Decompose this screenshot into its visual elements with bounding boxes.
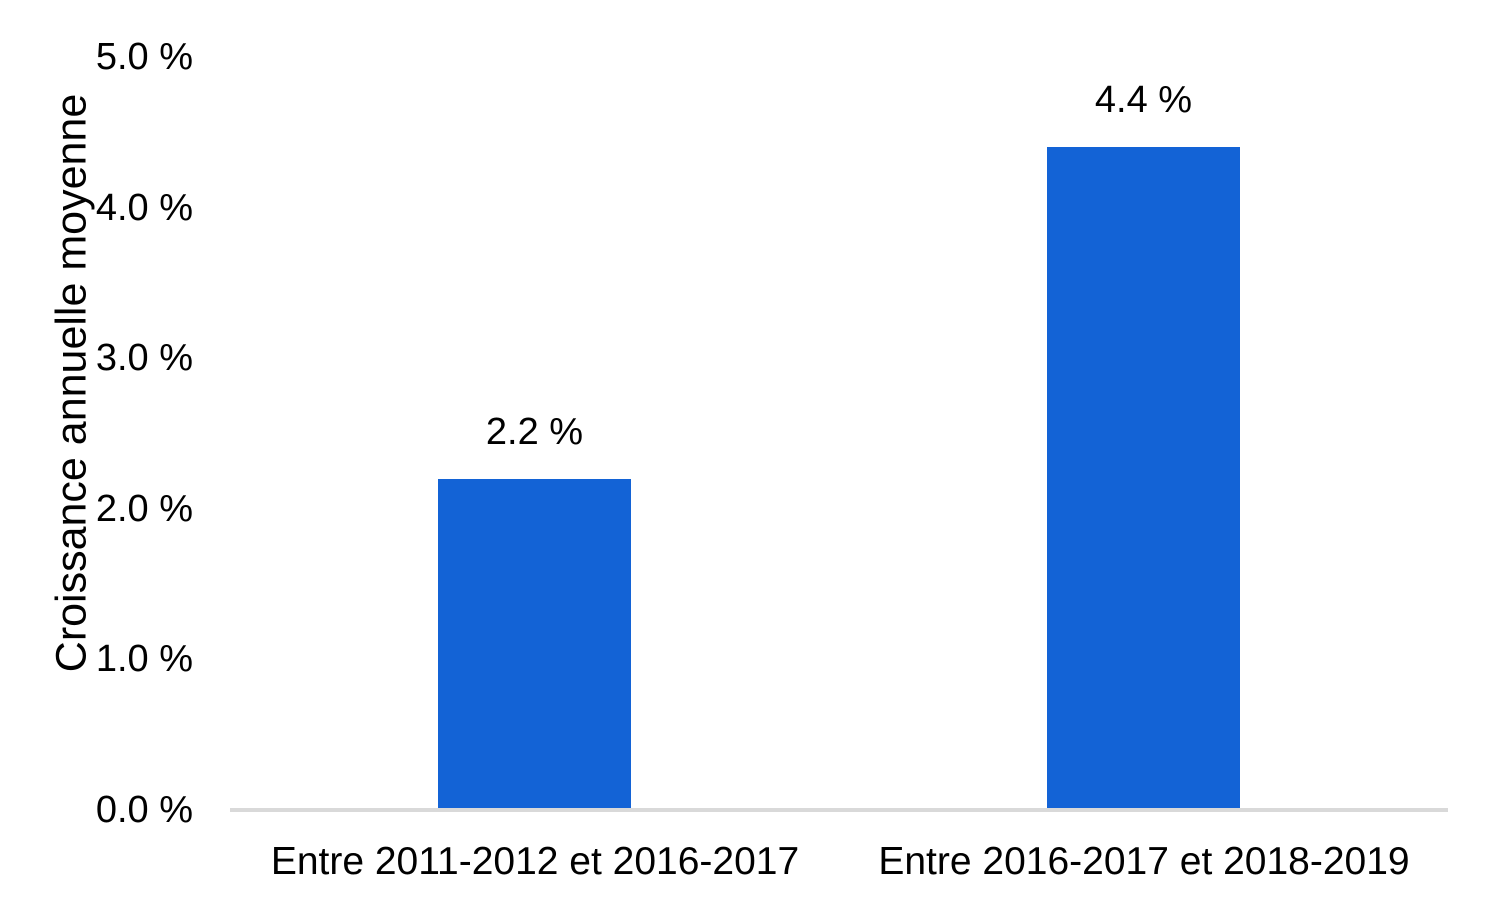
y-axis-tick-label: 1.0 % [95, 638, 193, 680]
x-axis-category-label: Entre 2011-2012 et 2016-2017 [270, 840, 800, 883]
bar-value-label: 4.4 % [1094, 79, 1193, 121]
y-axis-tick-label: 5.0 % [95, 36, 193, 78]
y-axis-tick-label: 0.0 % [95, 789, 193, 831]
bar-2011-2012-2016-2017 [438, 479, 631, 810]
y-axis-title: Croissance annuelle moyenne [47, 93, 96, 673]
x-axis-category-label: Entre 2016-2017 et 2018-2019 [878, 840, 1410, 883]
x-axis-line [230, 808, 1448, 812]
y-axis-tick-label: 3.0 % [95, 337, 193, 379]
bar-group-2016-2017-2018-2019: 4.4 % [1047, 77, 1240, 810]
y-axis-tick-label: 4.0 % [95, 187, 193, 229]
bar-value-label: 2.2 % [485, 411, 584, 453]
bar-group-2011-2012-2016-2017: 2.2 % [438, 409, 631, 810]
bar-2016-2017-2018-2019 [1047, 147, 1240, 810]
plot-area: 2.2 % 4.4 % [230, 57, 1448, 812]
y-axis-tick-label: 2.0 % [95, 488, 193, 530]
